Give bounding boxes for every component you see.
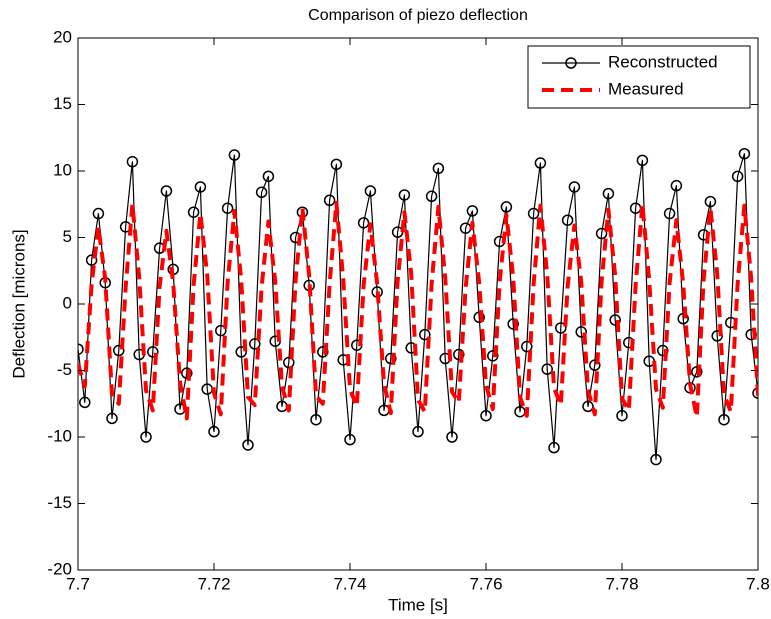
data-point bbox=[514, 405, 526, 418]
data-point bbox=[731, 170, 744, 183]
plot-frame bbox=[77, 37, 759, 571]
data-point bbox=[85, 254, 98, 266]
y-tick-label: 5 bbox=[63, 227, 72, 246]
data-point bbox=[507, 318, 519, 330]
data-point bbox=[466, 205, 479, 217]
chart-title: Comparison of piezo deflection bbox=[308, 7, 528, 24]
data-point bbox=[187, 206, 200, 218]
data-point bbox=[242, 439, 254, 451]
data-point bbox=[663, 207, 676, 220]
y-tick-label: -20 bbox=[47, 559, 72, 578]
data-point bbox=[113, 344, 125, 357]
series-line bbox=[78, 153, 758, 461]
y-tick-label: 10 bbox=[53, 160, 72, 179]
data-point bbox=[208, 425, 220, 438]
data-point bbox=[215, 324, 227, 337]
data-point bbox=[147, 346, 159, 358]
data-point bbox=[221, 202, 234, 214]
x-axis-label: Time [s] bbox=[388, 595, 448, 614]
data-point bbox=[548, 441, 560, 454]
data-point bbox=[691, 366, 703, 378]
data-point bbox=[677, 312, 689, 325]
data-point bbox=[181, 367, 193, 379]
data-point bbox=[521, 340, 533, 353]
data-point bbox=[527, 207, 540, 220]
data-point bbox=[480, 409, 492, 422]
data-point bbox=[140, 431, 152, 443]
data-point bbox=[432, 162, 445, 175]
data-point bbox=[487, 350, 499, 362]
data-point bbox=[323, 194, 336, 207]
data-point bbox=[541, 363, 553, 375]
x-tick-label: 7.78 bbox=[605, 574, 638, 593]
data-point bbox=[752, 387, 758, 399]
data-point bbox=[670, 179, 683, 192]
data-point bbox=[92, 207, 105, 220]
legend-label: Measured bbox=[608, 79, 684, 98]
data-point bbox=[650, 453, 662, 466]
data-point bbox=[106, 412, 118, 425]
data-point bbox=[357, 217, 370, 229]
data-point bbox=[419, 328, 431, 341]
data-point bbox=[446, 431, 458, 443]
data-point bbox=[738, 147, 751, 160]
x-tick-label: 7.8 bbox=[746, 574, 770, 593]
y-tick-label: -10 bbox=[47, 426, 72, 445]
legend-label: Reconstructed bbox=[608, 52, 718, 71]
data-point bbox=[364, 185, 377, 197]
data-point bbox=[425, 190, 438, 203]
data-point bbox=[283, 356, 295, 369]
legend-marker bbox=[565, 57, 577, 69]
data-point bbox=[718, 413, 730, 426]
data-point bbox=[582, 400, 594, 413]
x-tick-label: 7.74 bbox=[333, 574, 366, 593]
data-point bbox=[595, 227, 608, 240]
data-point bbox=[317, 346, 329, 358]
data-point bbox=[249, 338, 261, 350]
data-point bbox=[609, 314, 621, 326]
data-point bbox=[704, 195, 717, 208]
legend-box bbox=[527, 45, 751, 109]
data-point bbox=[255, 186, 268, 199]
y-tick-label: -15 bbox=[47, 493, 72, 512]
data-point bbox=[561, 214, 574, 226]
data-point bbox=[602, 187, 615, 200]
data-point bbox=[453, 348, 465, 361]
data-point bbox=[78, 343, 84, 355]
data-point bbox=[385, 352, 397, 365]
data-point bbox=[344, 433, 356, 446]
data-point bbox=[555, 322, 567, 334]
data-point bbox=[235, 346, 247, 358]
data-point bbox=[228, 149, 241, 161]
data-point bbox=[534, 157, 547, 169]
data-point bbox=[636, 154, 649, 167]
data-point bbox=[398, 189, 411, 201]
data-point bbox=[310, 413, 322, 426]
series-line bbox=[78, 200, 758, 421]
data-point bbox=[412, 425, 424, 438]
data-point bbox=[79, 396, 91, 409]
y-tick-label: 0 bbox=[63, 293, 72, 312]
data-point bbox=[194, 181, 207, 193]
data-point bbox=[589, 359, 601, 371]
data-point bbox=[262, 170, 275, 183]
data-point bbox=[616, 409, 628, 422]
x-tick-label: 7.72 bbox=[197, 574, 230, 593]
data-point bbox=[330, 158, 343, 171]
data-point bbox=[568, 181, 581, 193]
plot-area bbox=[78, 147, 758, 466]
data-point bbox=[126, 155, 139, 168]
y-tick-label: 20 bbox=[53, 27, 72, 46]
x-tick-label: 7.7 bbox=[66, 574, 90, 593]
y-tick-label: -5 bbox=[57, 360, 72, 379]
x-tick-label: 7.76 bbox=[469, 574, 502, 593]
data-point bbox=[575, 326, 587, 338]
y-tick-label: 15 bbox=[53, 94, 72, 113]
data-point bbox=[500, 201, 513, 213]
data-point bbox=[391, 226, 404, 238]
data-point bbox=[160, 185, 173, 197]
y-axis-label: Deflection [microns] bbox=[9, 229, 28, 378]
